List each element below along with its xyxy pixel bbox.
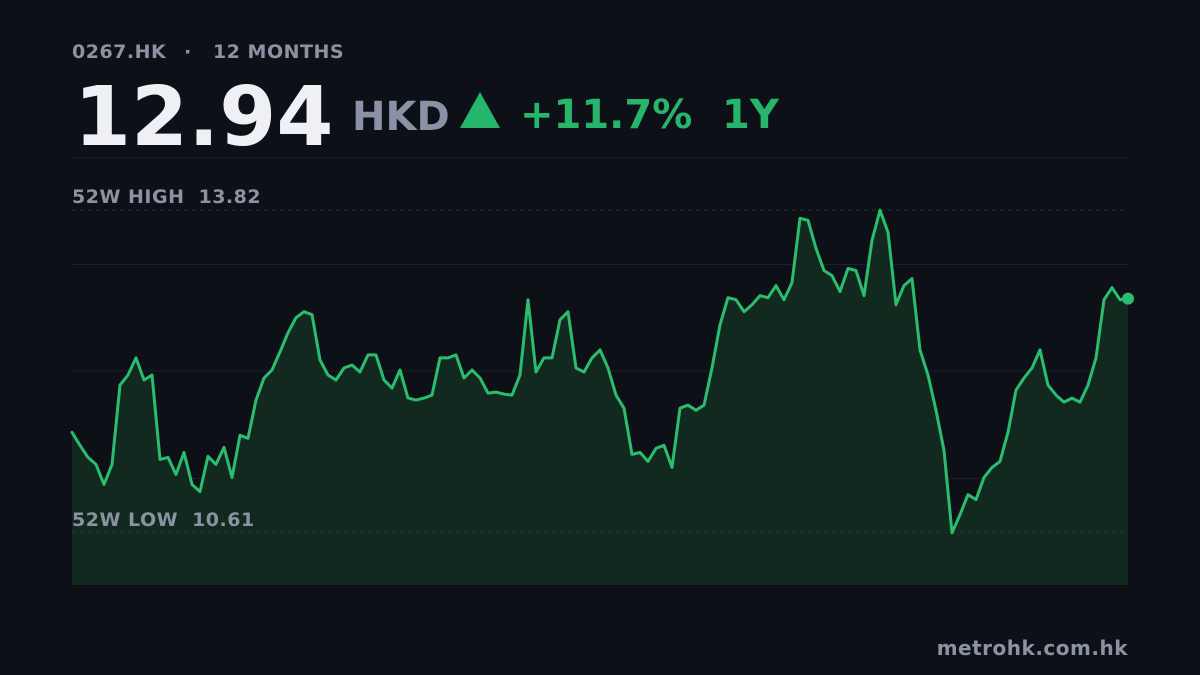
high-label: 52W HIGH 13.82 bbox=[72, 186, 261, 208]
up-arrow bbox=[460, 92, 500, 128]
price-line bbox=[70, 208, 1130, 535]
range: 1Y bbox=[722, 92, 780, 138]
period: 12 MONTHS bbox=[213, 41, 344, 63]
plot: 52W HIGH 13.82 52W LOW 10.61 bbox=[70, 186, 1134, 585]
low-label: 52W LOW 10.61 bbox=[72, 509, 255, 531]
area bbox=[72, 210, 1128, 585]
high-value: 13.82 bbox=[198, 186, 261, 208]
price: 12.94 bbox=[74, 70, 333, 165]
change: +11.7% bbox=[520, 92, 692, 138]
low-value: 10.61 bbox=[192, 509, 255, 531]
low-label-text: 52W LOW bbox=[72, 509, 178, 531]
separator: · bbox=[184, 41, 192, 63]
source: metrohk.com.hk bbox=[937, 636, 1128, 660]
currency: HKD bbox=[352, 94, 450, 140]
symbol: 0267.HK bbox=[72, 41, 167, 63]
high-label-text: 52W HIGH bbox=[72, 186, 184, 208]
last-point bbox=[1122, 292, 1134, 305]
